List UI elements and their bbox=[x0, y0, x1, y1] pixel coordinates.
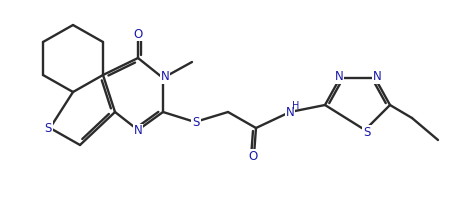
Text: N: N bbox=[133, 125, 142, 137]
Text: N: N bbox=[160, 71, 169, 83]
Text: O: O bbox=[248, 150, 257, 162]
Text: S: S bbox=[192, 115, 199, 129]
Text: S: S bbox=[44, 121, 51, 135]
Text: N: N bbox=[334, 71, 343, 83]
Text: O: O bbox=[133, 27, 142, 41]
Text: S: S bbox=[363, 125, 370, 139]
Text: N: N bbox=[285, 105, 294, 119]
Text: N: N bbox=[372, 71, 381, 83]
Text: H: H bbox=[292, 101, 299, 111]
